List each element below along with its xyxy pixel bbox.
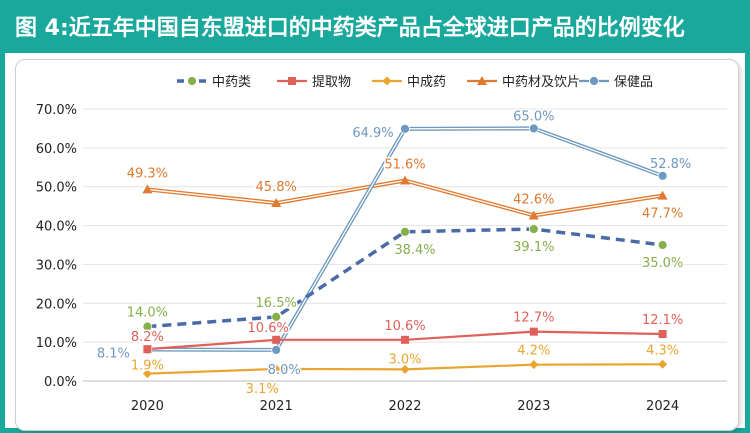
legend-label: 保健品 — [614, 75, 653, 90]
y-tick-label: 40.0% — [36, 220, 77, 235]
data-point — [271, 345, 282, 355]
data-label: 64.9% — [352, 126, 393, 141]
legend-label: 中药类 — [212, 75, 251, 90]
data-point — [400, 123, 410, 134]
data-point — [187, 76, 197, 86]
data-point — [528, 224, 539, 234]
data-label: 51.6% — [384, 157, 425, 172]
chart-title: 图 4:近五年中国自东盟进口的中药类产品占全球进口产品的比例变化 — [5, 5, 745, 53]
y-tick-label: 70.0% — [36, 103, 77, 118]
data-label: 12.1% — [642, 313, 683, 328]
data-label: 10.6% — [384, 319, 425, 334]
data-label: 3.0% — [388, 352, 421, 367]
x-tick-label: 2021 — [260, 399, 293, 414]
data-point — [382, 76, 392, 86]
y-tick-label: 30.0% — [36, 258, 77, 273]
x-tick-label: 2023 — [517, 399, 550, 414]
data-point — [589, 76, 599, 86]
data-point — [288, 77, 296, 85]
data-label: 14.0% — [127, 306, 168, 321]
data-point — [657, 190, 668, 200]
data-point — [143, 345, 152, 354]
data-label: 39.1% — [513, 240, 554, 255]
x-tick-label: 2020 — [131, 399, 164, 414]
data-point — [142, 321, 153, 332]
data-point — [529, 360, 539, 370]
data-point — [272, 335, 281, 344]
data-point — [657, 170, 668, 181]
line-chart: 0.0% 10.0% 20.0% 30.0% 40.0% 50.0% 60.0% 70.0% 2… — [36, 74, 727, 414]
data-point — [400, 226, 410, 237]
legend-label: 提取物 — [312, 74, 351, 90]
data-label: 16.5% — [256, 296, 297, 311]
data-label: 8.2% — [131, 330, 164, 345]
data-point — [658, 329, 667, 338]
legend-label: 中药材及饮片 — [502, 75, 580, 90]
data-label: 1.9% — [131, 359, 164, 374]
data-point — [142, 369, 152, 379]
data-label: 4.2% — [517, 344, 550, 359]
data-point — [271, 364, 281, 374]
series-line — [147, 227, 663, 329]
y-tick-label: 0.0% — [44, 375, 77, 390]
x-tick-label: 2022 — [388, 399, 421, 414]
data-label: 38.4% — [394, 243, 435, 258]
data-point — [142, 184, 153, 194]
y-tick-label: 60.0% — [36, 142, 77, 157]
data-label: 49.3% — [127, 166, 168, 181]
legend-label: 中成药 — [407, 75, 446, 90]
y-tick-label: 20.0% — [36, 297, 77, 312]
x-tick-label: 2024 — [646, 399, 679, 414]
data-point — [400, 175, 410, 185]
y-tick-label: 50.0% — [36, 181, 77, 196]
series-line-inner — [147, 179, 663, 217]
data-point — [401, 335, 409, 344]
data-label: 52.8% — [650, 157, 691, 172]
data-point — [477, 76, 487, 85]
data-point — [658, 359, 668, 369]
y-tick-label: 10.0% — [36, 336, 77, 351]
data-label: 3.1% — [246, 382, 279, 397]
data-point — [528, 123, 539, 134]
data-label: 47.7% — [642, 207, 683, 222]
data-label: 42.6% — [513, 192, 554, 207]
data-label: 4.3% — [646, 343, 679, 358]
data-label: 45.8% — [256, 180, 297, 195]
data-point — [271, 198, 282, 208]
data-point — [271, 311, 282, 322]
data-point — [657, 240, 668, 250]
data-label: 8.1% — [97, 347, 130, 362]
data-label: 65.0% — [513, 109, 554, 124]
data-label: 12.7% — [513, 311, 554, 326]
data-point — [529, 327, 538, 336]
data-point — [528, 210, 539, 220]
data-label: 10.6% — [248, 321, 289, 336]
data-label: 8.0% — [268, 363, 301, 378]
data-label: 35.0% — [642, 256, 683, 271]
data-point — [400, 364, 410, 374]
